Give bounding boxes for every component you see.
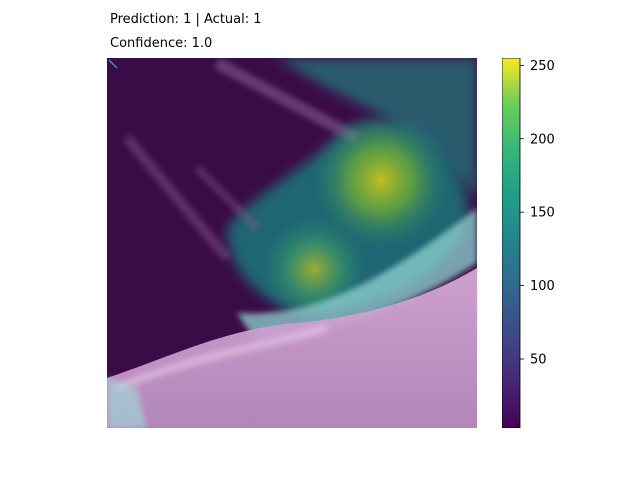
pink-highlight: [115, 324, 329, 392]
teal-region-upper: [277, 58, 477, 198]
colorbar-tick-label: 150: [530, 206, 555, 221]
streak-2: [194, 165, 260, 231]
pink-region: [107, 268, 477, 428]
heatmap-image: [107, 58, 477, 428]
colorbar-tick-label: 200: [530, 132, 555, 147]
corner-mark: [108, 59, 118, 69]
cyan-edge: [237, 208, 477, 343]
colorbar-ticks: 50 100 150 200 250: [520, 59, 555, 367]
chart-title-line-1: Prediction: 1 | Actual: 1: [110, 12, 262, 27]
colorbar-tick-label: 50: [530, 352, 547, 367]
hotspot-1: [311, 110, 451, 250]
chart-title-line-2: Confidence: 1.0: [110, 36, 213, 51]
streak-1: [123, 134, 231, 262]
cyan-bottom-left: [107, 378, 147, 428]
colorbar-tick-label: 250: [530, 59, 555, 74]
streak-4: [214, 58, 360, 144]
colorbar: 50 100 150 200 250: [502, 58, 555, 428]
colorbar-gradient: [502, 58, 521, 428]
colorbar-tick-label: 100: [530, 279, 555, 294]
